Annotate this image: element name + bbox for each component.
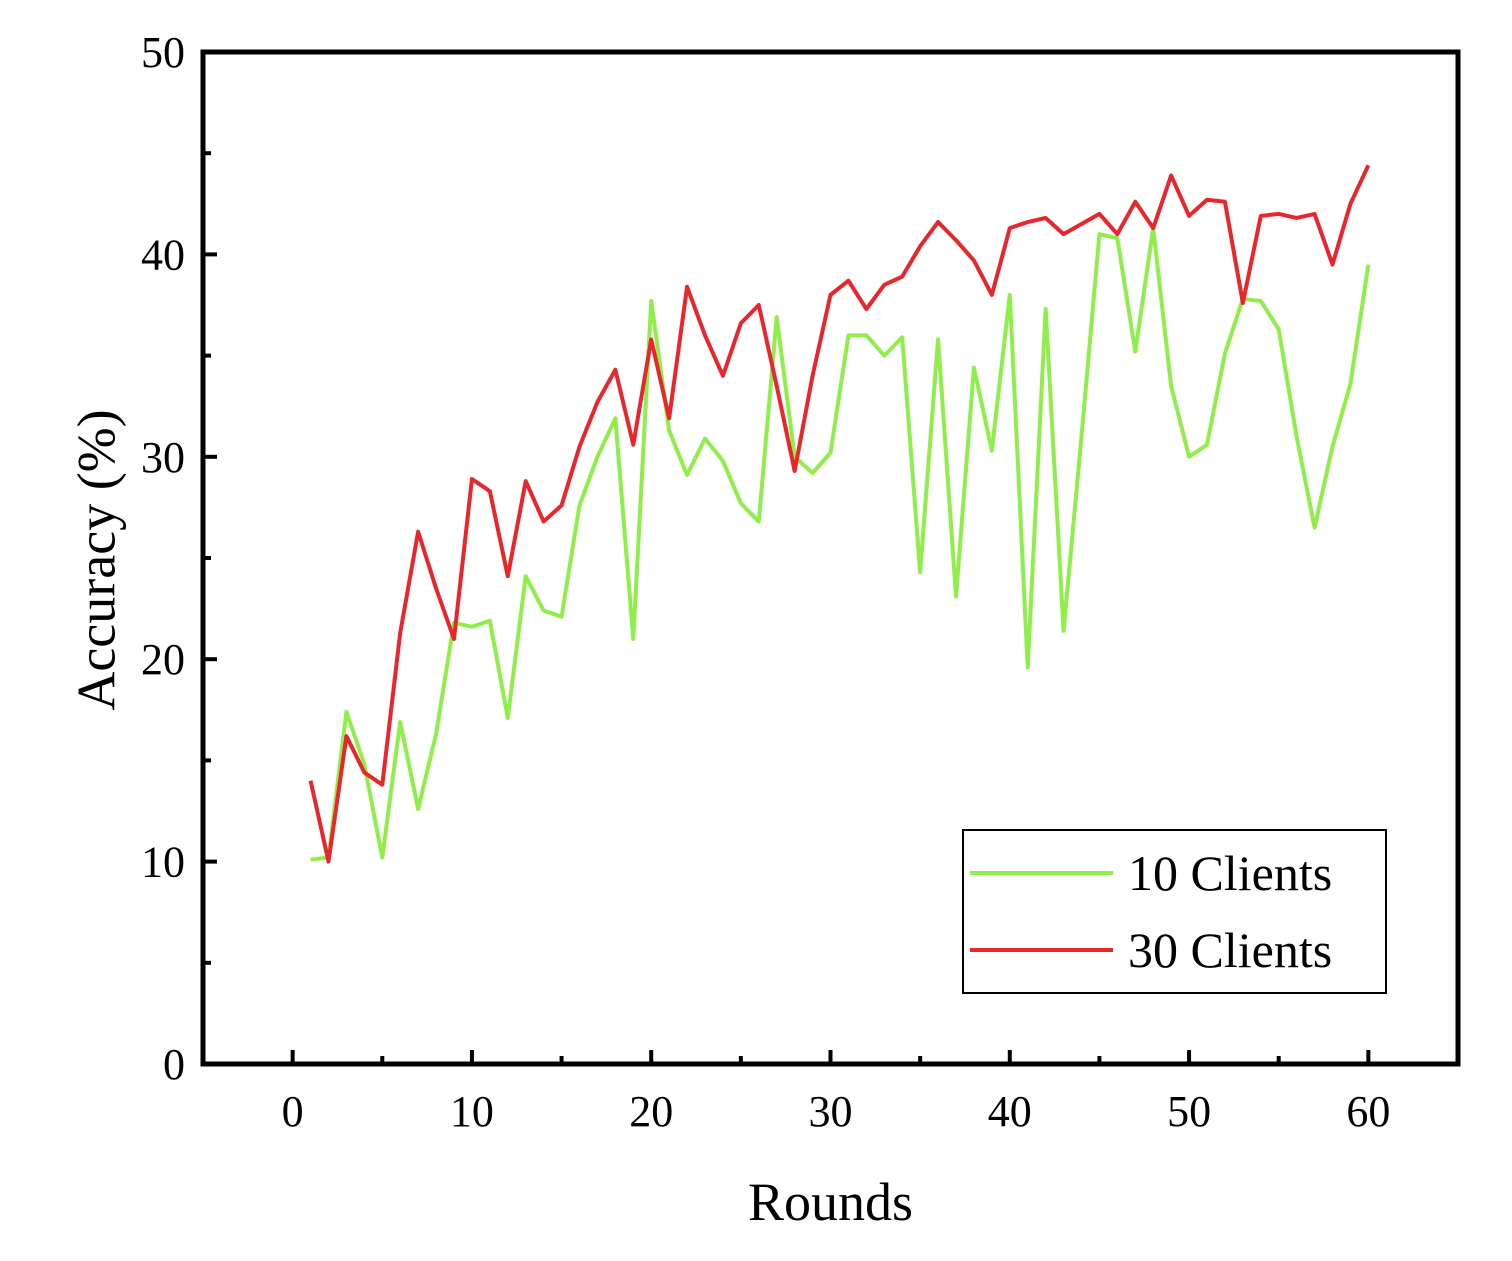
series-line-10-clients	[310, 226, 1371, 862]
y-tick-label: 10	[141, 838, 185, 887]
tick-labels: 0 10 20 30 40 50 60 0 10 20 30 40 50	[141, 28, 1390, 1136]
legend-label-10-clients: 10 Clients	[1128, 845, 1332, 901]
x-tick-label: 60	[1346, 1087, 1390, 1136]
legend-box	[962, 829, 1387, 994]
legend: 10 Clients 30 Clients	[962, 829, 1387, 994]
y-axis-label: Accuracy (%)	[66, 409, 126, 710]
series-lines	[308, 164, 1371, 864]
y-tick-label: 50	[141, 28, 185, 77]
x-tick-label: 50	[1167, 1087, 1211, 1136]
series-line-30-clients	[308, 164, 1371, 864]
x-tick-label: 30	[809, 1087, 853, 1136]
y-tick-label: 0	[163, 1040, 185, 1089]
x-tick-label: 0	[282, 1087, 304, 1136]
y-tick-label: 40	[141, 230, 185, 279]
x-tick-label: 10	[450, 1087, 494, 1136]
x-tick-label: 20	[629, 1087, 673, 1136]
axis-ticks	[203, 50, 1371, 1066]
x-tick-label: 40	[988, 1087, 1032, 1136]
y-tick-label: 30	[141, 433, 185, 482]
y-tick-label: 20	[141, 635, 185, 684]
x-axis-label: Rounds	[748, 1172, 913, 1232]
legend-label-30-clients: 30 Clients	[1128, 922, 1332, 978]
